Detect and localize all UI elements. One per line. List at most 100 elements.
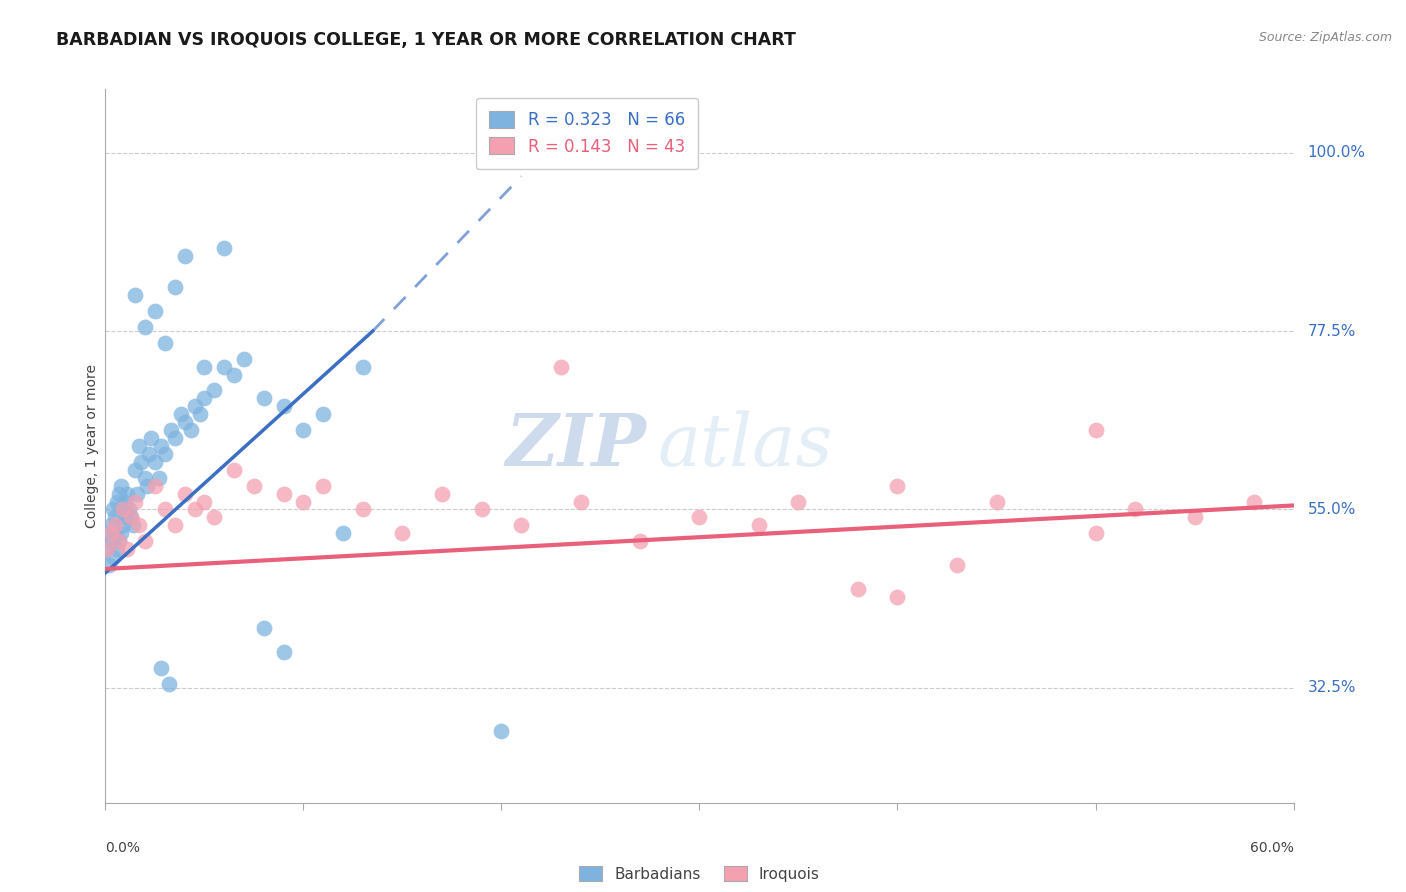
Point [430, 486, 453, 500]
Point [149, 661, 172, 675]
Point [129, 455, 152, 469]
Text: 100.0%: 100.0% [1308, 145, 1365, 161]
Point [108, 486, 131, 500]
Point [96, 542, 118, 557]
Point [118, 502, 141, 516]
Point [391, 526, 413, 541]
Point [153, 502, 176, 516]
Text: 77.5%: 77.5% [1308, 324, 1355, 339]
Text: 60.0%: 60.0% [1250, 841, 1294, 855]
Point [202, 510, 225, 524]
Point [104, 526, 127, 541]
Point [128, 518, 150, 533]
Point [108, 534, 131, 549]
Point [120, 510, 142, 524]
Point [170, 407, 193, 421]
Point [224, 463, 246, 477]
Point [134, 320, 156, 334]
Text: 0.0%: 0.0% [105, 841, 141, 855]
Point [292, 494, 315, 508]
Point [193, 494, 215, 508]
Point [110, 526, 132, 541]
Point [787, 494, 810, 508]
Point [1084, 423, 1107, 437]
Point [143, 455, 166, 469]
Point [1123, 502, 1146, 516]
Point [112, 518, 135, 533]
Point [312, 478, 335, 492]
Text: 32.5%: 32.5% [1308, 681, 1355, 696]
Point [143, 478, 166, 492]
Point [134, 471, 156, 485]
Point [183, 502, 205, 516]
Point [471, 502, 494, 516]
Text: BARBADIAN VS IROQUOIS COLLEGE, 1 YEAR OR MORE CORRELATION CHART: BARBADIAN VS IROQUOIS COLLEGE, 1 YEAR OR… [56, 31, 796, 49]
Point [105, 542, 128, 557]
Point [134, 534, 156, 549]
Point [1084, 526, 1107, 541]
Point [148, 471, 170, 485]
Point [108, 534, 131, 549]
Point [193, 359, 215, 374]
Point [159, 423, 181, 437]
Point [173, 486, 195, 500]
Point [214, 359, 236, 374]
Point [104, 510, 127, 524]
Legend: Barbadians, Iroquois: Barbadians, Iroquois [574, 860, 825, 888]
Point [846, 582, 869, 596]
Point [114, 494, 136, 508]
Point [352, 502, 374, 516]
Point [243, 478, 266, 492]
Point [173, 415, 195, 429]
Point [120, 510, 142, 524]
Point [193, 392, 215, 406]
Point [112, 502, 135, 516]
Text: ZIP: ZIP [505, 410, 645, 482]
Point [128, 439, 150, 453]
Point [946, 558, 969, 572]
Point [163, 518, 186, 533]
Point [352, 359, 374, 374]
Point [98, 526, 121, 541]
Point [886, 590, 908, 604]
Point [112, 502, 135, 516]
Point [100, 518, 122, 533]
Point [98, 558, 121, 572]
Point [312, 407, 335, 421]
Point [224, 368, 246, 382]
Point [143, 304, 166, 318]
Point [114, 510, 136, 524]
Point [491, 724, 513, 739]
Point [115, 542, 138, 557]
Point [214, 241, 236, 255]
Point [180, 423, 202, 437]
Point [202, 384, 225, 398]
Text: atlas: atlas [658, 410, 834, 482]
Point [183, 400, 205, 414]
Point [332, 526, 354, 541]
Point [986, 494, 1008, 508]
Point [115, 486, 138, 500]
Point [104, 518, 127, 533]
Point [163, 280, 186, 294]
Point [292, 423, 315, 437]
Point [124, 463, 146, 477]
Text: Source: ZipAtlas.com: Source: ZipAtlas.com [1258, 31, 1392, 45]
Point [510, 518, 533, 533]
Point [96, 542, 118, 557]
Point [122, 518, 145, 533]
Point [139, 431, 162, 445]
Point [233, 351, 256, 366]
Point [103, 502, 125, 516]
Point [1184, 510, 1206, 524]
Point [628, 534, 651, 549]
Point [153, 335, 176, 350]
Point [105, 494, 128, 508]
Point [153, 447, 176, 461]
Point [273, 400, 295, 414]
Y-axis label: College, 1 year or more: College, 1 year or more [84, 364, 98, 528]
Point [138, 447, 160, 461]
Point [124, 288, 146, 302]
Point [103, 549, 125, 564]
Point [1243, 494, 1265, 508]
